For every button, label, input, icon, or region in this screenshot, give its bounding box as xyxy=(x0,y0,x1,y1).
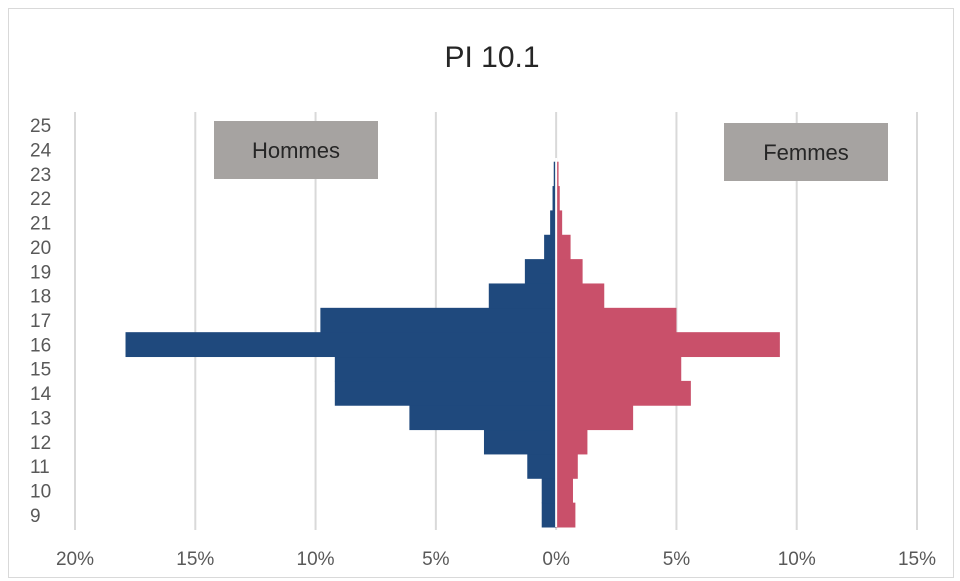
y-tick-label-9: 9 xyxy=(30,506,41,527)
bar-hommes-17 xyxy=(320,307,557,333)
bar-femmes-11 xyxy=(556,453,578,479)
bar-hommes-13 xyxy=(409,405,557,431)
bar-femmes-21 xyxy=(556,210,563,236)
legend-hommes: Hommes xyxy=(214,121,378,179)
y-tick-label-10: 10 xyxy=(30,481,51,502)
y-tick-label-22: 22 xyxy=(30,189,51,210)
bar-femmes-19 xyxy=(556,259,583,284)
bar-femmes-13 xyxy=(556,405,634,431)
y-tick-label-21: 21 xyxy=(30,214,51,235)
y-axis-labels: 9 10 11 12 13 14 15 16 17 18 19 20 21 22 23 24 25 xyxy=(30,116,52,527)
bar-hommes-9 xyxy=(541,502,557,528)
y-tick-label-19: 19 xyxy=(30,262,51,283)
y-tick-label-24: 24 xyxy=(30,141,52,162)
bar-hommes-16 xyxy=(125,332,557,358)
bar-hommes-14 xyxy=(334,380,557,406)
y-tick-label-13: 13 xyxy=(30,408,51,429)
bar-hommes-21 xyxy=(550,210,557,236)
bar-hommes-18 xyxy=(488,283,557,309)
x-tick-label-6: 10% xyxy=(778,549,816,570)
legend-hommes-label: Hommes xyxy=(252,138,340,163)
y-tick-label-20: 20 xyxy=(30,238,51,259)
y-tick-label-15: 15 xyxy=(30,360,51,381)
y-tick-label-23: 23 xyxy=(30,165,51,186)
bar-femmes-23 xyxy=(556,161,559,187)
bar-hommes-11 xyxy=(527,453,557,479)
legend-femmes-label: Femmes xyxy=(763,140,849,165)
bar-femmes-18 xyxy=(556,283,605,309)
legend-hommes-box xyxy=(214,121,378,179)
chart-title: PI 10.1 xyxy=(444,41,539,74)
bar-hommes-19 xyxy=(524,259,557,284)
bar-hommes-23 xyxy=(553,161,557,187)
x-axis-labels: 20% 15% 10% 5% 0% 5% 10% 15% xyxy=(56,549,936,570)
legend-femmes: Femmes xyxy=(724,123,888,181)
x-tick-label-5: 5% xyxy=(663,549,691,570)
bar-hommes-15 xyxy=(334,356,557,382)
x-tick-label-2: 10% xyxy=(297,549,335,570)
bar-femmes-22 xyxy=(556,186,560,211)
bar-femmes-10 xyxy=(556,478,573,504)
bar-hommes-22 xyxy=(552,186,557,211)
y-tick-label-17: 17 xyxy=(30,311,51,332)
y-tick-label-11: 11 xyxy=(30,457,50,478)
bar-femmes-16 xyxy=(556,332,780,358)
y-tick-label-25: 25 xyxy=(30,116,51,137)
bar-femmes-20 xyxy=(556,234,571,260)
legend-femmes-box xyxy=(724,123,888,181)
bar-femmes-12 xyxy=(556,429,588,455)
y-tick-label-12: 12 xyxy=(30,433,51,454)
bar-femmes-14 xyxy=(556,380,691,406)
x-tick-label-3: 5% xyxy=(422,549,450,570)
bar-femmes-15 xyxy=(556,356,682,382)
bars xyxy=(125,158,780,528)
x-tick-label-0: 20% xyxy=(56,549,94,570)
y-tick-label-14: 14 xyxy=(30,384,52,405)
y-tick-label-16: 16 xyxy=(30,335,51,356)
bar-hommes-20 xyxy=(544,234,557,260)
x-tick-label-4: 0% xyxy=(542,549,570,570)
bar-hommes-12 xyxy=(483,429,557,455)
bar-femmes-17 xyxy=(556,307,677,333)
x-tick-label-7: 15% xyxy=(898,549,936,570)
y-tick-label-18: 18 xyxy=(30,287,51,308)
bar-femmes-9 xyxy=(556,502,576,528)
bar-hommes-10 xyxy=(541,478,557,504)
x-tick-label-1: 15% xyxy=(176,549,214,570)
